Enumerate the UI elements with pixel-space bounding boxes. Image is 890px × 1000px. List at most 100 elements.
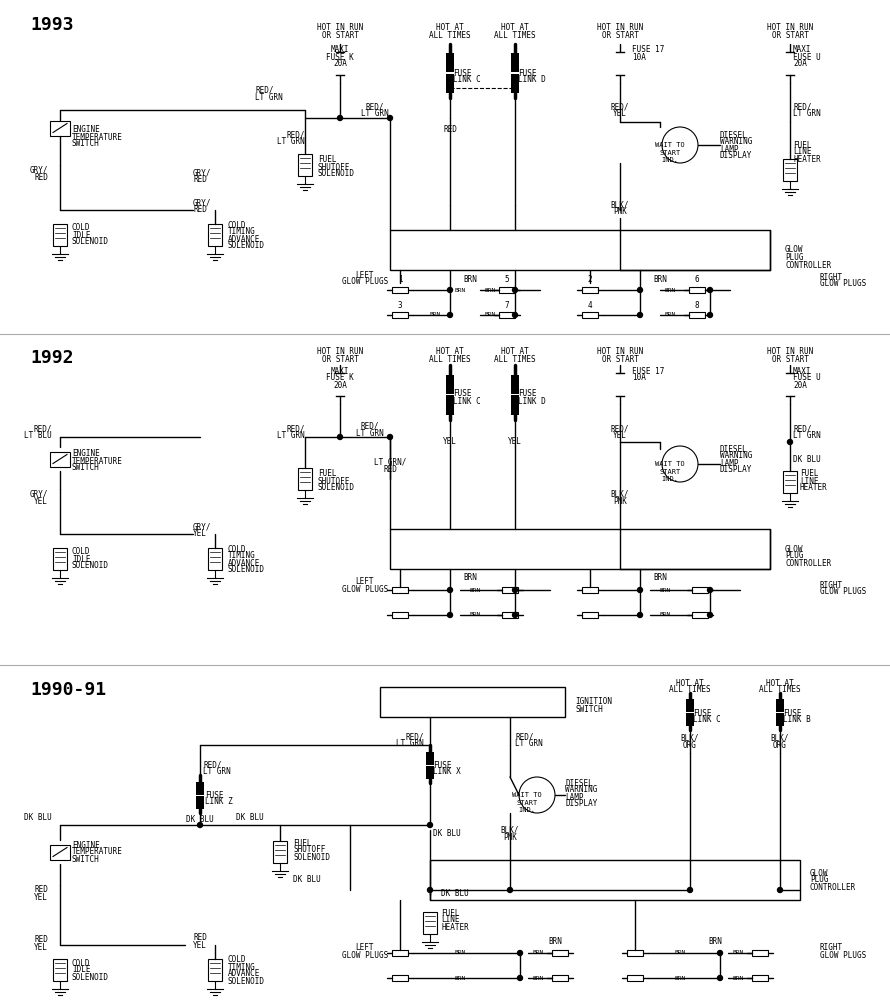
- Text: FUSE: FUSE: [205, 790, 223, 800]
- Text: GLOW PLUGS: GLOW PLUGS: [342, 277, 388, 286]
- Circle shape: [513, 612, 517, 617]
- Text: SWITCH: SWITCH: [575, 704, 603, 714]
- Circle shape: [198, 822, 203, 828]
- Bar: [689, 287, 705, 293]
- Text: HOT AT: HOT AT: [501, 23, 529, 32]
- Text: SHUTOFF: SHUTOFF: [318, 162, 351, 172]
- Text: GRY/: GRY/: [29, 489, 48, 498]
- Text: LAMP: LAMP: [720, 144, 739, 153]
- Text: PNK: PNK: [503, 832, 517, 842]
- Text: SOLENOID: SOLENOID: [228, 566, 265, 574]
- Text: LT GRN: LT GRN: [396, 740, 424, 748]
- Text: GLOW PLUGS: GLOW PLUGS: [342, 584, 388, 593]
- Text: MAXI: MAXI: [331, 45, 349, 54]
- Text: LINE: LINE: [441, 916, 459, 924]
- Text: WAIT TO: WAIT TO: [655, 142, 685, 148]
- Bar: [446, 53, 454, 72]
- Bar: [50, 844, 70, 859]
- Text: LT GRN: LT GRN: [515, 740, 543, 748]
- Text: SOLENOID: SOLENOID: [293, 852, 330, 861]
- Bar: [53, 959, 67, 981]
- Circle shape: [637, 612, 643, 617]
- Bar: [392, 612, 408, 618]
- Text: FUSE 17: FUSE 17: [632, 45, 664, 54]
- Text: BRN: BRN: [463, 275, 477, 284]
- Text: DISPLAY: DISPLAY: [565, 800, 597, 808]
- Bar: [689, 312, 705, 318]
- Text: LINE: LINE: [793, 147, 812, 156]
- Text: LT BLU: LT BLU: [24, 432, 52, 440]
- Text: RED: RED: [34, 886, 48, 894]
- Text: LT GRN: LT GRN: [793, 109, 821, 118]
- Text: IDLE: IDLE: [72, 554, 91, 564]
- Bar: [208, 224, 222, 246]
- Text: OR START: OR START: [602, 31, 638, 40]
- Text: FUSE: FUSE: [518, 68, 537, 78]
- Text: BRN: BRN: [532, 950, 544, 956]
- Circle shape: [788, 440, 792, 444]
- Bar: [783, 159, 797, 181]
- Bar: [692, 612, 708, 618]
- Circle shape: [708, 587, 713, 592]
- Text: YEL: YEL: [34, 496, 48, 506]
- Text: SOLENOID: SOLENOID: [318, 484, 355, 492]
- Bar: [423, 912, 437, 934]
- Text: LINK C: LINK C: [453, 76, 481, 85]
- Bar: [582, 312, 598, 318]
- Text: GLOW PLUGS: GLOW PLUGS: [820, 587, 866, 596]
- Text: YEL: YEL: [508, 438, 522, 446]
- Bar: [430, 860, 800, 900]
- Text: LINK C: LINK C: [693, 716, 721, 724]
- Text: YEL: YEL: [613, 432, 627, 440]
- Text: HOT IN RUN: HOT IN RUN: [767, 23, 813, 32]
- Text: RED: RED: [193, 206, 206, 215]
- Text: GLOW PLUGS: GLOW PLUGS: [342, 950, 388, 960]
- Text: RED: RED: [193, 176, 206, 184]
- Bar: [686, 713, 694, 726]
- Bar: [499, 312, 515, 318]
- Text: TIMING: TIMING: [228, 228, 255, 236]
- Text: LT GRN: LT GRN: [255, 93, 283, 102]
- Text: DK BLU: DK BLU: [441, 888, 469, 898]
- Text: FUSE: FUSE: [693, 708, 711, 718]
- Text: LINK Z: LINK Z: [205, 798, 233, 806]
- Text: PNK: PNK: [613, 208, 627, 217]
- Text: FUEL: FUEL: [800, 470, 819, 479]
- Text: FUEL: FUEL: [318, 155, 336, 164]
- Circle shape: [708, 612, 713, 617]
- Bar: [502, 587, 518, 593]
- Text: YEL: YEL: [443, 438, 457, 446]
- Bar: [298, 468, 312, 490]
- Text: HOT IN RUN: HOT IN RUN: [597, 23, 643, 32]
- Text: PLUG: PLUG: [810, 876, 829, 884]
- Text: HOT AT: HOT AT: [436, 348, 464, 357]
- Text: RED: RED: [34, 936, 48, 944]
- Text: HOT IN RUN: HOT IN RUN: [317, 23, 363, 32]
- Bar: [776, 713, 784, 726]
- Text: SOLENOID: SOLENOID: [318, 169, 355, 178]
- Text: COLD: COLD: [72, 224, 91, 232]
- Text: GLOW: GLOW: [785, 245, 804, 254]
- Text: LEFT: LEFT: [356, 270, 375, 279]
- Bar: [582, 587, 598, 593]
- Text: GLOW PLUGS: GLOW PLUGS: [820, 279, 866, 288]
- Text: IDLE: IDLE: [72, 966, 91, 974]
- Text: SOLENOID: SOLENOID: [72, 972, 109, 982]
- Text: DK BLU: DK BLU: [793, 454, 821, 464]
- Text: SOLENOID: SOLENOID: [228, 241, 265, 250]
- Bar: [446, 74, 454, 93]
- Text: LT GRN/: LT GRN/: [374, 458, 406, 466]
- Text: COLD: COLD: [228, 956, 247, 964]
- Text: MAXI: MAXI: [793, 366, 812, 375]
- Text: IND.: IND.: [661, 476, 678, 482]
- Text: GRY/: GRY/: [193, 198, 212, 208]
- Text: COLD: COLD: [228, 221, 247, 230]
- Text: WARNING: WARNING: [720, 452, 752, 460]
- Text: LT GRN: LT GRN: [793, 432, 821, 440]
- Text: RED: RED: [383, 464, 397, 474]
- Text: DISPLAY: DISPLAY: [720, 466, 752, 475]
- Bar: [446, 375, 454, 394]
- Text: HOT AT: HOT AT: [436, 23, 464, 32]
- Text: TEMPERATURE: TEMPERATURE: [72, 456, 123, 466]
- Text: IND.: IND.: [519, 807, 536, 813]
